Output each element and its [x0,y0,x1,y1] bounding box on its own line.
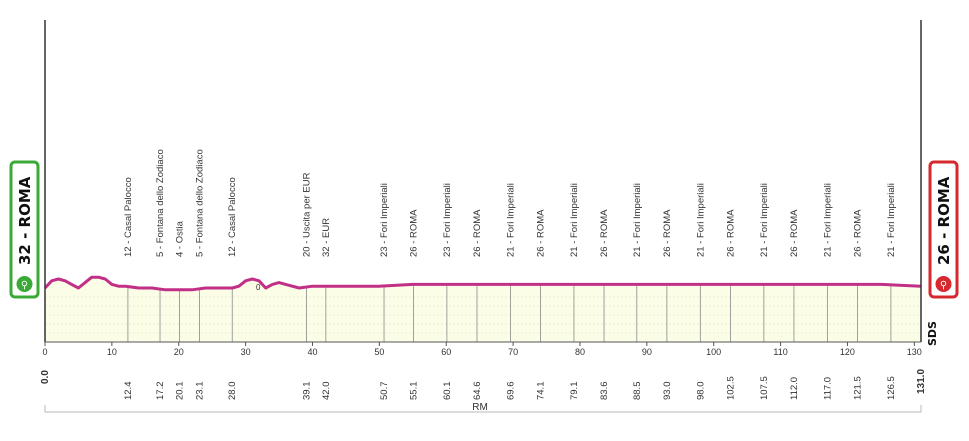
waypoint-km: 39.1 [301,382,312,401]
x-tick-label: 30 [241,347,251,357]
waypoint-km: 121.5 [852,376,863,400]
waypoint-name: 21 - Fori Imperiali [695,183,706,257]
start-location: 32 - ROMA [16,176,34,265]
x-tick-label: 50 [374,347,384,357]
finish-badge [928,160,959,299]
region-label: RM [472,402,488,413]
x-tick-label: 80 [575,347,585,357]
waypoint-km: 64.6 [472,382,483,401]
profile-line-layer [43,275,922,292]
waypoint-name: 26 - ROMA [408,209,419,257]
waypoint-name: 23 - Fori Imperiali [442,183,453,257]
waypoint-name: 26 - ROMA [599,209,610,257]
waypoint-km: 17.2 [155,382,166,401]
x-tick-label: 110 [773,347,787,357]
waypoint-name: 20 - Uscita per EUR [301,172,312,257]
waypoint-km: 126.5 [886,376,897,400]
waypoint-name: 5 - Fontana dello Zodiaco [194,149,205,257]
waypoint-name: 23 - Fori Imperiali [379,183,390,257]
waypoint-km: 12.4 [123,382,134,401]
waypoint-km: 28.0 [227,382,238,401]
waypoint-name: 4 - Ostia [174,220,185,257]
waypoint-name: 26 - ROMA [725,209,736,257]
waypoint-name: 12 - Casal Palocco [123,177,134,257]
waypoint-name: 21 - Fori Imperiali [569,183,580,257]
chart-extras: 0 RM SDS [256,283,939,413]
x-tick-label: 0 [42,347,47,357]
waypoint-name: 21 - Fori Imperiali [505,183,516,257]
waypoint-km: 107.5 [759,376,770,400]
waypoint-km: 93.0 [662,382,673,401]
waypoint-markers [127,284,892,342]
x-tick-label: 90 [642,347,652,357]
waypoint-name: 21 - Fori Imperiali [632,183,643,257]
waypoint-name: 26 - ROMA [852,209,863,257]
waypoint-km: 88.5 [632,382,643,401]
waypoint-name: 26 - ROMA [536,209,547,257]
waypoint-km: 20.1 [174,382,185,401]
waypoint-name: 26 - ROMA [662,209,673,257]
waypoint-km: 69.6 [505,382,516,401]
waypoint-km: 112.0 [789,377,800,400]
sprint-marker: 0 [256,283,261,292]
start-badge [9,160,40,299]
waypoint-km: 79.1 [569,382,580,401]
region-bracket [44,405,922,413]
x-tick-label: 40 [307,347,317,357]
waypoint-km: 42.0 [321,382,332,401]
x-tick-label: 10 [107,347,117,357]
x-tick-label: 120 [840,347,855,357]
waypoint-km: 60.1 [442,382,453,401]
waypoint-km: 55.1 [408,382,419,401]
x-tick-label: 20 [174,347,184,357]
distance-axis: 0 10 20 30 40 50 60 70 80 90 100 110 120 130 [42,20,922,413]
finish-bike-icon-glyph: ⚲ [940,280,947,291]
finish-km-label: 131.0 [916,369,927,394]
waypoint-name: 5 - Fontana dello Zodiaco [155,149,166,257]
profile-fill [45,277,921,342]
waypoint-labels: 12 - Casal Palocco 12.4 5 - Fontana dello … [123,149,897,400]
waypoint-name: 26 - ROMA [789,209,800,257]
waypoint-km: 102.5 [725,376,736,400]
start-finish-badges: ⚲ 32 - ROMA ⚲ 26 - ROMA 0.0 131.0 [9,160,959,394]
waypoint-name: 21 - Fori Imperiali [759,183,770,257]
start-bike-icon [16,276,33,292]
profile-fill-layer [45,277,921,342]
profile-line [43,275,922,292]
waypoint-km: 74.1 [536,382,547,401]
waypoint-km: 23.1 [194,382,205,401]
waypoint-km: 50.7 [379,382,390,401]
start-bike-icon-glyph: ⚲ [21,280,28,291]
x-tick-label: 70 [508,347,518,357]
waypoint-name: 21 - Fori Imperiali [886,183,897,257]
waypoint-name: 21 - Fori Imperiali [822,183,833,257]
waypoint-km: 98.0 [695,382,706,401]
x-tick-label: 100 [706,347,721,357]
waypoint-name: 12 - Casal Palocco [227,177,238,257]
waypoint-km: 117.0 [822,377,833,400]
x-tick-label: 130 [907,347,922,357]
sds-logo: SDS [926,321,939,346]
finish-bike-icon [935,276,952,292]
finish-location: 26 - ROMA [935,176,953,265]
x-tick-label: 60 [441,347,451,357]
waypoint-name: 26 - ROMA [472,209,483,257]
start-km-label: 0.0 [40,370,51,384]
waypoint-km: 83.6 [599,382,610,401]
waypoint-name: 32 - EUR [321,218,332,257]
